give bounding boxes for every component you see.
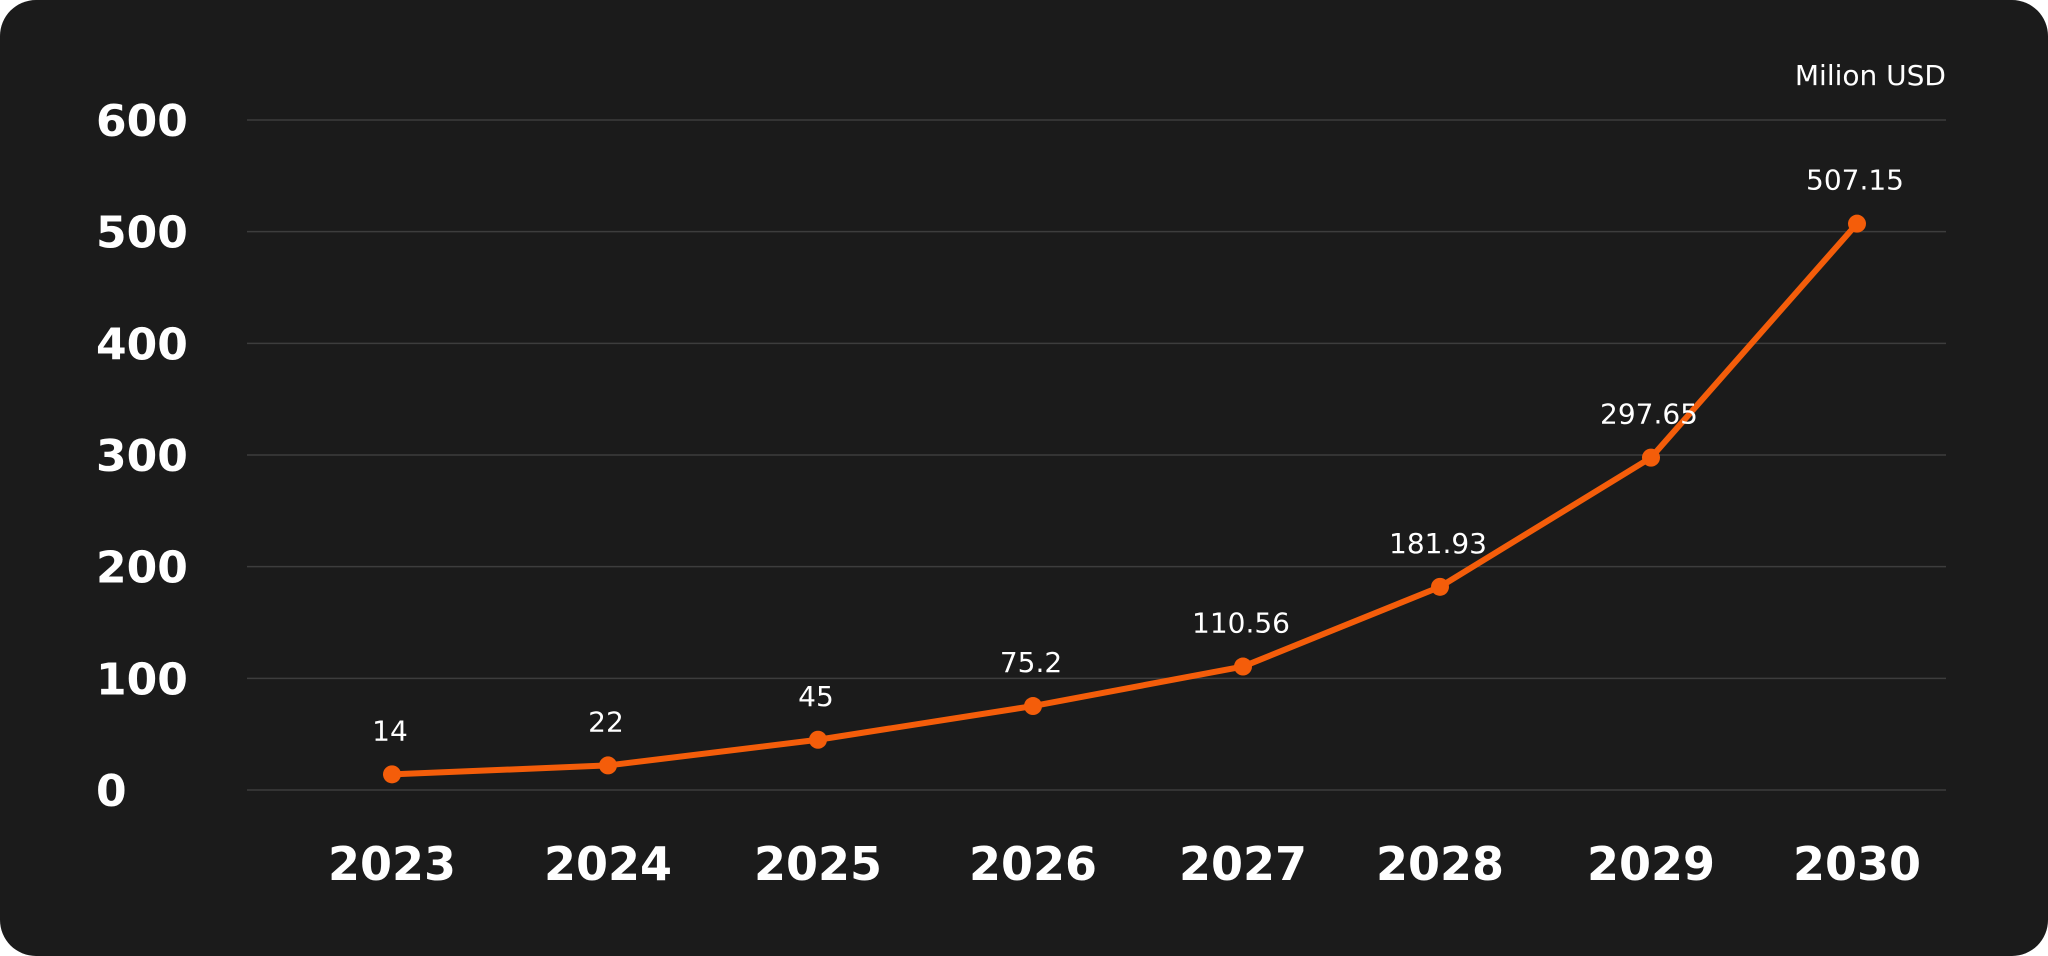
data-label: 45: [798, 680, 834, 713]
grid-layer: [247, 119, 1946, 791]
x-tick-label: 2023: [328, 837, 456, 891]
data-point: [809, 730, 827, 749]
data-label: 181.93: [1389, 527, 1487, 560]
y-tick-label: 600: [96, 96, 188, 147]
x-tick-label: 2030: [1793, 837, 1921, 891]
series-layer: [389, 220, 1860, 778]
data-point: [1848, 214, 1866, 233]
y-tick-label: 400: [96, 319, 188, 370]
x-tick-label: 2027: [1179, 837, 1307, 891]
data-point: [599, 756, 617, 775]
data-label: 297.65: [1600, 398, 1698, 431]
y-tick-label: 500: [96, 208, 188, 259]
data-point: [1234, 657, 1252, 676]
y-tick-label: 300: [96, 431, 188, 482]
unit-label: Milion USD: [1795, 59, 1946, 92]
data-point: [1024, 697, 1042, 716]
x-tick-label: 2029: [1587, 837, 1715, 891]
x-tick-label: 2024: [544, 837, 672, 891]
data-label-layer: 14 22 45 75.2 110.56 181.93 297.65 507.15: [372, 164, 1904, 748]
data-point: [1431, 577, 1449, 596]
data-label: 75.2: [1000, 646, 1062, 679]
x-tick-label: 2026: [969, 837, 1097, 891]
x-axis: 2023 2024 2025 2026 2027 2028 2029 2030: [328, 837, 1921, 891]
data-point: [383, 765, 401, 784]
data-label: 110.56: [1192, 607, 1290, 640]
x-tick-label: 2025: [754, 837, 882, 891]
x-tick-label: 2028: [1376, 837, 1504, 891]
series-line: [389, 220, 1860, 778]
y-tick-label: 100: [96, 654, 188, 705]
data-label: 14: [372, 714, 408, 747]
data-label: 22: [588, 705, 624, 738]
y-axis: 0 100 200 300 400 500 600: [96, 96, 188, 817]
y-tick-label: 200: [96, 543, 188, 594]
data-point: [1642, 448, 1660, 467]
point-layer: [383, 214, 1866, 784]
data-label: 507.15: [1806, 164, 1904, 197]
y-tick-label: 0: [96, 766, 127, 817]
